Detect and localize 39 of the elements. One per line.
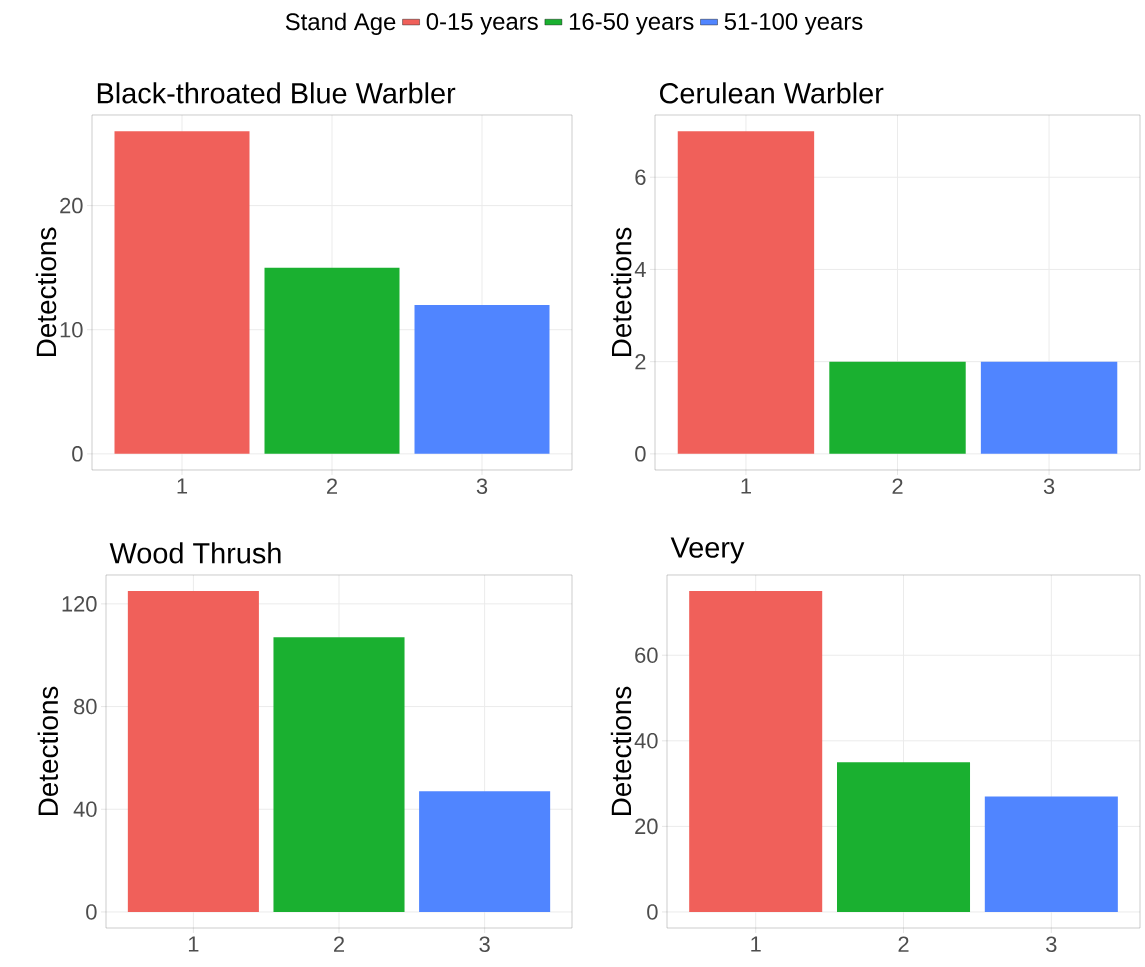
y-tick-label: 2: [635, 353, 646, 370]
y-tick-label: 60: [635, 647, 658, 663]
y-tick-label: 20: [635, 818, 658, 835]
y-tick-label: 0: [647, 904, 658, 920]
x-tick-label: 3: [1046, 936, 1057, 953]
y-tick-label: 40: [73, 801, 97, 818]
legend-title: Stand Age: [285, 12, 396, 35]
y-axis-title: Detections: [610, 227, 632, 357]
x-tick-label: 1: [741, 478, 751, 494]
x-tick-label: 3: [1043, 478, 1055, 495]
x-tick-label: 3: [479, 936, 490, 953]
y-tick-label: 0: [635, 446, 646, 462]
chart-title: Veery: [670, 537, 745, 564]
x-tick-label: 2: [327, 478, 337, 494]
y-tick-label: 0: [72, 446, 83, 462]
y-tick-label: 10: [60, 321, 83, 338]
x-tick-label: 2: [334, 936, 344, 952]
y-tick-label: 80: [74, 698, 97, 715]
x-tick-label: 2: [898, 936, 909, 952]
y-tick-label: 4: [634, 261, 646, 277]
legend-label: 0-15 years: [426, 13, 538, 35]
chart-title: Cerulean Warbler: [660, 82, 884, 104]
chart-title: Black-throated Blue Warbler: [97, 82, 456, 104]
y-tick-label: 6: [635, 169, 646, 185]
x-tick-label: 1: [188, 936, 199, 952]
x-tick-label: 1: [751, 936, 761, 952]
legend-label: 16-50 years: [569, 13, 694, 35]
y-tick-label: 120: [62, 596, 97, 612]
x-tick-label: 2: [892, 478, 903, 494]
x-tick-label: 1: [177, 478, 188, 494]
y-tick-label: 0: [86, 904, 97, 920]
chart-title: Wood Thrush: [109, 542, 281, 564]
y-axis-title: Detections: [610, 686, 632, 816]
x-tick-label: 3: [476, 478, 488, 495]
y-axis-title: Detections: [35, 227, 57, 357]
y-tick-label: 40: [634, 733, 658, 749]
y-axis-title: Detections: [37, 686, 59, 816]
y-tick-label: 20: [60, 197, 83, 214]
legend-label: 51-100 years: [724, 13, 863, 35]
